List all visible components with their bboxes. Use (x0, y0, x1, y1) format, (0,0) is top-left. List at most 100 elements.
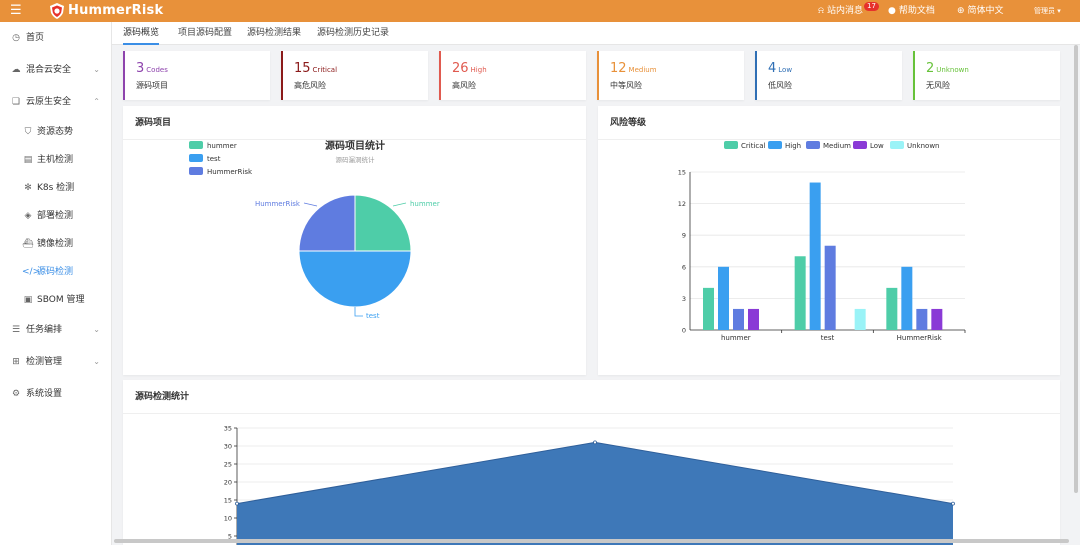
sidebar-item-sbom[interactable]: ▣ SBOM 管理 (0, 286, 112, 314)
stat-value-wrap: 15 Critical (294, 61, 337, 78)
stat-card-unknown[interactable]: 2 Unknown 无风险 (913, 51, 1060, 100)
bar-ytick-label: 15 (678, 169, 686, 177)
sidebar-item-k8s-detection[interactable]: ✻ K8s 检测 (0, 174, 112, 202)
pie-subtitle: 源码漏洞统计 (336, 155, 376, 164)
pie-title: 源码项目统计 (325, 139, 385, 152)
hummerrisk-logo-icon (50, 3, 64, 19)
sidebar-item-home[interactable]: ◷ 首页 (0, 24, 112, 52)
bar-category-label: test (821, 334, 835, 342)
bar-legend-label: Unknown (907, 142, 940, 150)
area-fill (237, 442, 953, 545)
globe-icon: ⊕ (957, 6, 965, 16)
language-label: 简体中文 (967, 6, 1004, 16)
code-icon: </> (22, 267, 41, 277)
k8s-icon: ✻ (24, 183, 32, 193)
bar-mark (718, 266, 729, 330)
help-circle-icon: ● (888, 6, 896, 16)
sidebar-item-detection-management[interactable]: ⊞ 检测管理 ⌄ (0, 348, 112, 376)
chevron-down-icon: ⌄ (93, 325, 100, 334)
stat-unit: Low (778, 66, 793, 74)
sidebar-item-label: 首页 (26, 33, 45, 43)
stat-value-wrap: 12 Medium (610, 61, 657, 78)
vertical-scrollbar[interactable] (1074, 45, 1078, 493)
caret-down-icon: ▾ (1057, 7, 1061, 15)
pie-legend-label: HummerRisk (207, 168, 253, 176)
stat-card-codes[interactable]: 3 Codes 源码项目 (123, 51, 270, 100)
menu-toggle-icon[interactable]: ☰ (10, 3, 22, 18)
site-messages[interactable]: ⍾ 站内消息 17 (818, 2, 879, 18)
stat-value-wrap: 3 Codes (136, 61, 168, 78)
sidebar-item-task-orchestration[interactable]: ☰ 任务编排 ⌄ (0, 316, 112, 344)
area-point (235, 501, 239, 506)
pie-legend-swatch (189, 141, 203, 149)
pie-slice-label: HummerRisk (255, 200, 301, 208)
user-menu[interactable]: 管理员 ▾ (1034, 4, 1061, 18)
horizontal-scrollbar[interactable] (114, 539, 1069, 543)
pie-label-line (354, 307, 363, 317)
stat-value: 26 (452, 61, 469, 76)
pie-legend-swatch (189, 167, 203, 175)
pie-slice (298, 194, 356, 252)
tab-bar: 源码概览 项目源码配置 源码检测结果 源码检测历史记录 (112, 22, 1080, 45)
area-ytick-label: 25 (224, 461, 232, 469)
sidebar-item-cloud-native[interactable]: ❏ 云原生安全 ⌃ (0, 88, 112, 116)
stat-label: 源码项目 (136, 81, 168, 90)
bar-legend-label: Medium (823, 142, 851, 150)
top-header: ☰ HummerRisk ⍾ 站内消息 17 ● 帮助文档 ⊕ 简体中文 管理员 ▾ (0, 0, 1080, 22)
pie-label-line (392, 202, 407, 207)
bar-legend-swatch (724, 141, 738, 149)
sidebar-item-label: 系统设置 (26, 389, 63, 399)
help-docs[interactable]: ● 帮助文档 (888, 4, 935, 18)
sidebar-item-deploy-detection[interactable]: ◈ 部署检测 (0, 202, 112, 230)
panel-detection-stats: 源码检测统计 5 10 15 20 25 30 35 (123, 380, 1060, 545)
area-ytick-label: 20 (224, 479, 232, 487)
stat-label: 无风险 (926, 81, 950, 90)
sidebar-item-label: 检测管理 (26, 357, 63, 367)
tab-code-detection-results[interactable]: 源码检测结果 (247, 28, 302, 38)
panel-title: 风险等级 (610, 118, 647, 128)
area-ytick-label: 35 (224, 425, 232, 433)
pie-slice (354, 194, 412, 252)
shield-icon: ⛉ (24, 127, 32, 137)
messages-label: 站内消息 (826, 6, 863, 16)
sidebar-item-image-detection[interactable]: ⛴ 镜像检测 (0, 230, 112, 258)
stat-card-critical[interactable]: 15 Critical 高危风险 (281, 51, 428, 100)
bar-ytick-label: 12 (678, 200, 686, 208)
image-icon: ⛴ (22, 239, 34, 249)
sidebar-item-hybrid-cloud[interactable]: ☁ 混合云安全 ⌄ (0, 56, 112, 84)
sbom-icon: ▣ (23, 295, 33, 305)
bar-mark (794, 256, 806, 330)
language-selector[interactable]: ⊕ 简体中文 (957, 4, 1004, 18)
sidebar-item-host-detection[interactable]: ▤ 主机检测 (0, 146, 112, 174)
sidebar-item-system-settings[interactable]: ⚙ 系统设置 (0, 380, 112, 408)
chevron-down-icon: ⌄ (93, 357, 100, 366)
tab-code-overview[interactable]: 源码概览 (123, 22, 160, 45)
sidebar-item-code-detection[interactable]: </> 源码检测 (0, 258, 112, 286)
sidebar-item-resource-posture[interactable]: ⛉ 资源态势 (0, 118, 112, 146)
stat-card-low[interactable]: 4 Low 低风险 (755, 51, 902, 100)
stat-unit: Critical (312, 66, 338, 74)
bar-ytick-label: 9 (682, 232, 686, 240)
stat-card-medium[interactable]: 12 Medium 中等风险 (597, 51, 744, 100)
tab-detection-history[interactable]: 源码检测历史记录 (317, 28, 390, 38)
stat-card-high[interactable]: 26 High 高风险 (439, 51, 586, 100)
stat-unit: Codes (146, 66, 168, 74)
chevron-up-icon: ⌃ (93, 97, 100, 106)
sidebar-item-label: 任务编排 (26, 325, 63, 335)
stat-value: 15 (294, 61, 311, 76)
tab-project-source-config[interactable]: 项目源码配置 (178, 28, 233, 38)
pie-slice-label: hummer (410, 200, 440, 208)
stat-label: 高危风险 (294, 81, 326, 90)
panel-risk-level: 风险等级 Critical High Medium Low Unknown 0 3 6 9 12 1… (598, 106, 1060, 375)
stat-value: 3 (136, 61, 145, 76)
stat-value: 12 (610, 61, 627, 76)
stat-unit: High (470, 66, 487, 74)
sidebar-item-label: 资源态势 (37, 127, 74, 137)
bar-legend-swatch (806, 141, 820, 149)
bar-legend-swatch (890, 141, 904, 149)
stat-value-wrap: 26 High (452, 61, 487, 78)
bar-mark (703, 287, 714, 330)
sidebar-item-label: K8s 检测 (37, 183, 75, 193)
bar-mark (854, 308, 866, 330)
bar-category-label: hummer (721, 334, 751, 342)
